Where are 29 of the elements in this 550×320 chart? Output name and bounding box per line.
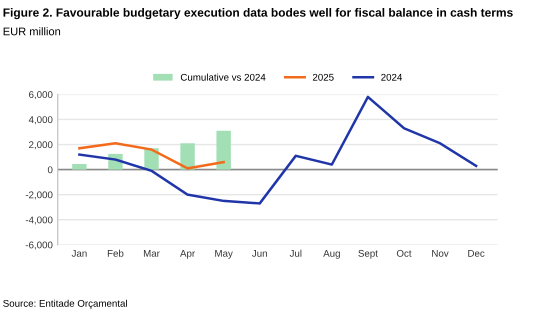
x-tick-label: Feb [108, 250, 124, 257]
x-tick-label: Apr [180, 250, 195, 259]
y-tick-label: 2,000 [29, 141, 53, 150]
x-tick-label: Oct [396, 250, 412, 257]
line-series [78, 96, 478, 205]
line-series [78, 142, 225, 170]
x-tick-label: May [215, 250, 233, 259]
x-tick-label: Nov [432, 250, 449, 257]
x-tick-label: Aug [323, 250, 340, 259]
x-tick-label: Sept [358, 250, 378, 259]
x-tick-label: Jul [290, 250, 302, 257]
chart-title: Figure 2. Favourable budgetary execution data bodes well for fiscal balance in cash terms [4, 8, 513, 20]
legend-label: Cumulative vs 2024 [180, 74, 266, 81]
source-note: Source: Entitade Orçamental [3, 300, 127, 309]
y-tick-label: -2,000 [26, 191, 53, 200]
y-tick-label: 0 [48, 166, 53, 174]
chart-subtitle: EUR million [4, 27, 60, 36]
x-tick-label: Jan [72, 250, 87, 257]
x-tick-label: Mar [144, 250, 160, 257]
bar [72, 164, 87, 170]
y-tick-label: 6,000 [29, 91, 53, 100]
legend-label: 2025 [312, 74, 334, 81]
x-tick-label: Dec [468, 250, 484, 257]
x-tick-label: Jun [252, 250, 267, 257]
legend-label: 2024 [381, 74, 402, 81]
bar [216, 130, 231, 170]
y-tick-label: -6,000 [26, 242, 53, 250]
y-tick-label: -4,000 [26, 216, 53, 224]
y-tick-label: 4,000 [28, 116, 53, 124]
